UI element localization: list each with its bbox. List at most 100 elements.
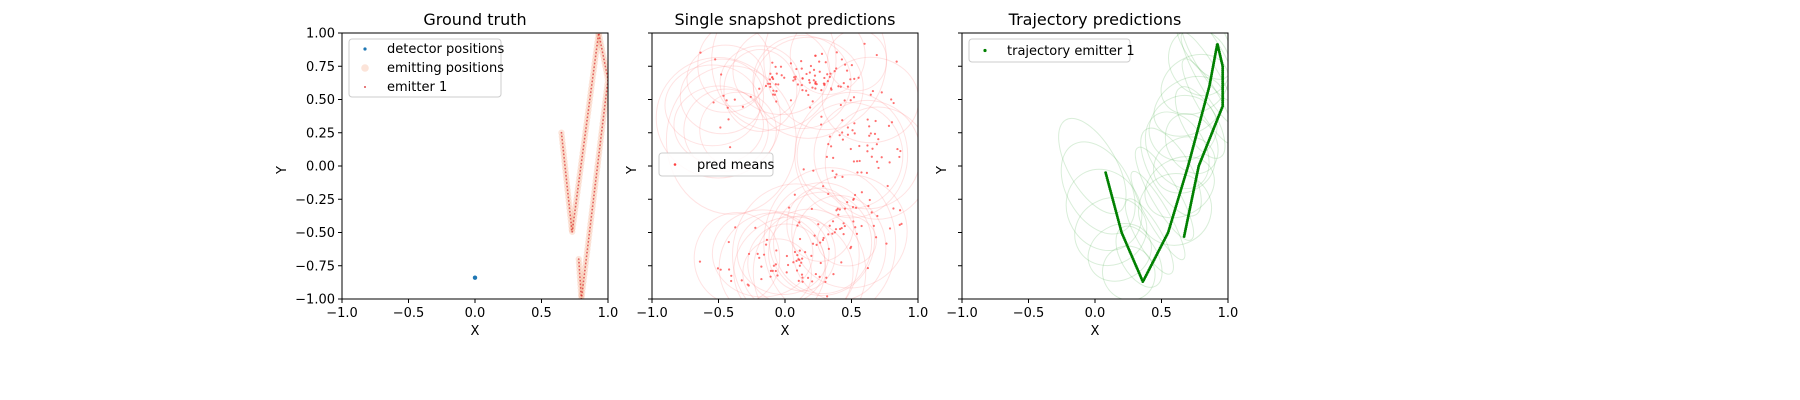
- emitter-point: [595, 51, 597, 54]
- emitter-point: [595, 48, 598, 51]
- emitter-point: [578, 173, 581, 176]
- y-axis-label: Y: [935, 166, 950, 175]
- pred-mean-point: [821, 238, 825, 242]
- pred-mean-point: [825, 155, 828, 158]
- emitter-point: [587, 237, 590, 240]
- uncertainty-ellipse: [664, 64, 761, 147]
- emitter-point: [578, 265, 581, 268]
- uncertainty-ellipse: [791, 174, 908, 289]
- uncertainty-ellipse: [752, 208, 867, 299]
- x-tick-label: 0.0: [775, 306, 796, 321]
- pred-mean-point: [870, 155, 873, 158]
- y-tick-label: 0.50: [306, 93, 335, 108]
- pred-mean-point: [874, 236, 878, 239]
- pred-mean-point: [846, 133, 850, 136]
- pred-mean-point: [825, 276, 828, 279]
- pred-mean-point: [769, 72, 772, 75]
- pred-mean-point: [767, 82, 770, 85]
- emitter-point: [570, 225, 573, 227]
- pred-mean-point: [806, 276, 810, 280]
- emitter-point: [600, 133, 603, 136]
- pred-mean-point: [826, 295, 829, 298]
- emitter-point: [584, 262, 587, 265]
- emitter-point: [568, 203, 571, 206]
- pred-mean-point: [896, 147, 899, 151]
- pred-mean-point: [775, 249, 778, 252]
- axes-frame: [961, 32, 1229, 300]
- y-axis-label: Y: [625, 166, 640, 175]
- trajectory-uncertainty-ellipse: [1160, 53, 1228, 115]
- pred-mean-point: [810, 254, 813, 257]
- pred-mean-point: [819, 261, 822, 265]
- pred-mean-point: [797, 258, 800, 261]
- x-tick-label: −1.0: [946, 306, 978, 321]
- pred-mean-point: [844, 63, 847, 66]
- emitter-point: [595, 172, 598, 175]
- emitter-point: [605, 72, 608, 75]
- emitter-point: [578, 261, 580, 264]
- legend-entry: detector positions: [387, 42, 505, 57]
- pred-mean-point: [726, 106, 729, 109]
- pred-mean-point: [870, 211, 873, 214]
- pred-mean-point: [760, 277, 763, 281]
- emitter-point: [591, 205, 594, 207]
- pred-mean-point: [843, 99, 846, 102]
- pred-mean-point: [854, 226, 857, 229]
- pred-mean-point: [852, 160, 856, 163]
- pred-mean-point: [836, 207, 839, 210]
- pred-mean-point: [812, 169, 815, 172]
- pred-mean-point: [860, 191, 863, 194]
- emitter-point: [597, 155, 600, 157]
- uncertainty-ellipse: [655, 57, 781, 179]
- pred-mean-point: [838, 134, 841, 137]
- trajectory-uncertainty-ellipse: [1153, 75, 1225, 137]
- chart-title: Ground truth: [423, 10, 526, 29]
- emitter-point: [565, 182, 568, 184]
- pred-mean-point: [783, 76, 786, 79]
- pred-mean-point: [837, 85, 840, 88]
- uncertainty-ellipse: [711, 33, 837, 131]
- trajectory-uncertainty-ellipse: [1179, 33, 1228, 102]
- pred-mean-point: [833, 231, 836, 234]
- emitter-point: [605, 69, 607, 71]
- emitter-point: [592, 69, 595, 72]
- pred-mean-point: [813, 74, 817, 77]
- uncertainty-ellipse: [768, 182, 876, 297]
- pred-mean-point: [831, 232, 834, 235]
- pred-mean-point: [730, 274, 733, 277]
- emitter-point: [603, 108, 606, 111]
- emitting-position-marker: [604, 77, 608, 84]
- pred-mean-point: [852, 198, 855, 201]
- pred-mean-point: [855, 232, 859, 235]
- y-tick-label: −0.50: [295, 226, 335, 241]
- pred-mean-point: [727, 268, 731, 271]
- pred-mean-point: [895, 60, 898, 63]
- x-tick-label: −0.5: [1013, 306, 1045, 321]
- pred-mean-point: [843, 207, 847, 210]
- pred-mean-point: [772, 89, 775, 92]
- pred-mean-point: [841, 138, 844, 141]
- pred-mean-point: [801, 280, 804, 283]
- pred-mean-point: [712, 101, 715, 104]
- pred-mean-point: [747, 252, 751, 256]
- pred-mean-point: [856, 171, 859, 174]
- emitter-point: [565, 178, 568, 181]
- pred-mean-point: [851, 129, 854, 132]
- pred-mean-point: [796, 253, 799, 257]
- pred-mean-point: [898, 223, 901, 226]
- panel-single-snapshot: Single snapshot predictions X Y −1.0 −0.5…: [625, 10, 928, 339]
- pred-mean-point: [826, 73, 829, 76]
- pred-mean-point: [800, 84, 803, 87]
- emitter-point: [580, 159, 583, 162]
- emitter-point: [589, 94, 592, 97]
- emitter-point: [582, 280, 585, 283]
- pred-mean-point: [769, 85, 772, 88]
- pred-mean-point: [812, 79, 815, 82]
- emitter-point: [598, 147, 601, 150]
- emitter-point: [564, 171, 567, 174]
- pred-mean-point: [800, 60, 803, 63]
- emitter-point: [605, 94, 608, 96]
- pred-mean-point: [811, 86, 814, 89]
- trajectory-uncertainty-ellipse: [1074, 197, 1148, 267]
- pred-mean-point: [853, 77, 856, 80]
